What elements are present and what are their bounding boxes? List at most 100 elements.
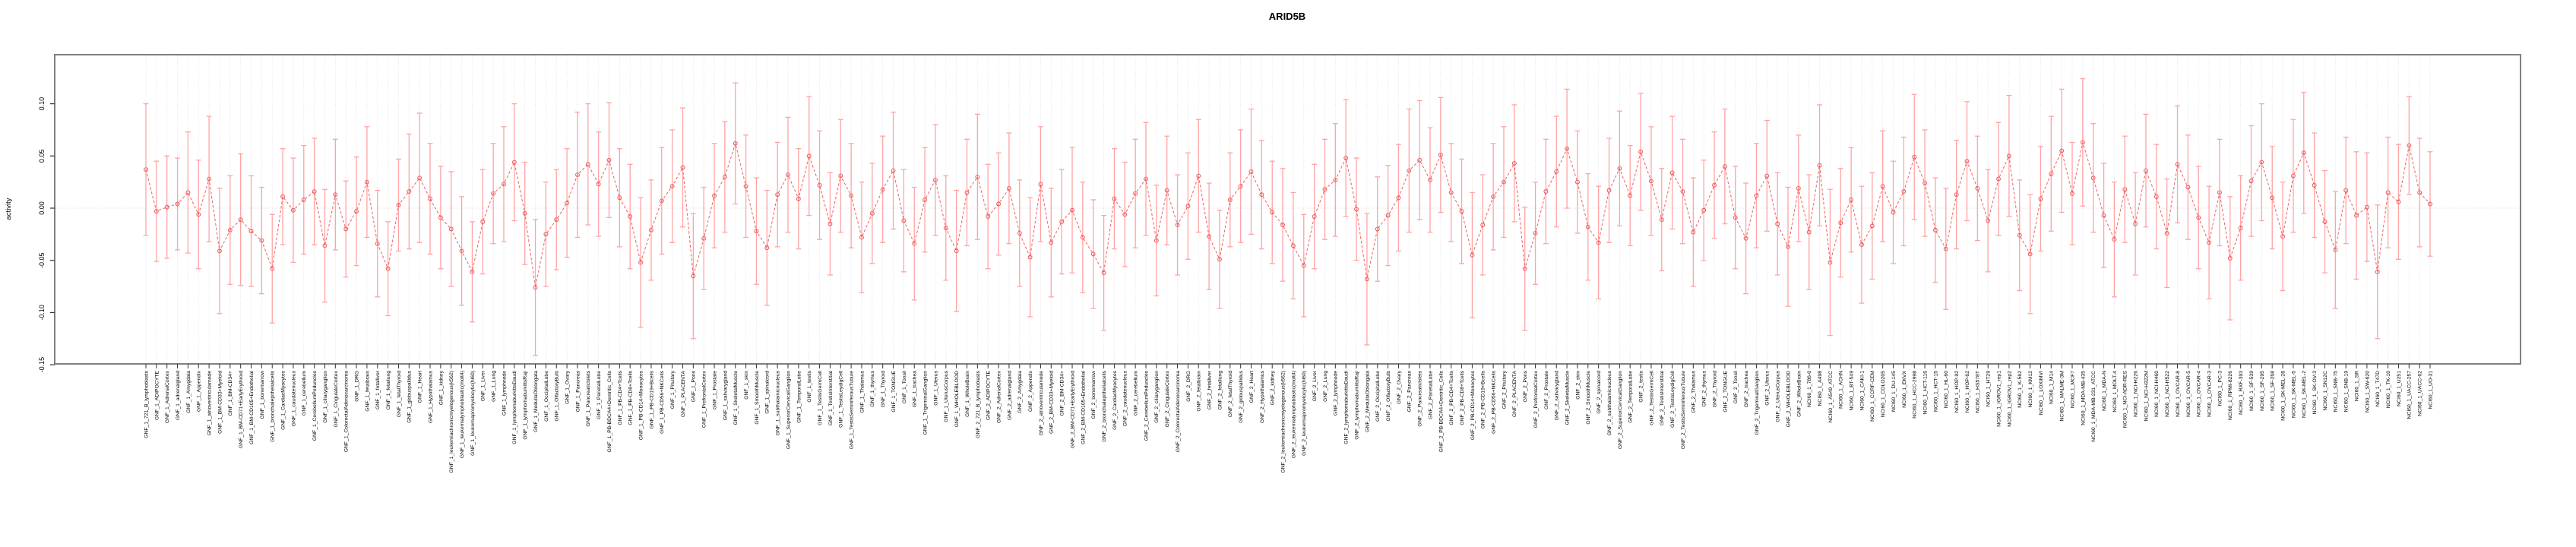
data-point bbox=[606, 157, 612, 163]
x-tick-label: GNF_1_kidney bbox=[438, 370, 444, 405]
data-point bbox=[153, 209, 159, 214]
data-point bbox=[343, 226, 349, 232]
x-tick-label: NCI60_1_HT29 bbox=[1986, 371, 1992, 406]
data-point bbox=[1185, 204, 1191, 209]
data-point bbox=[1648, 179, 1654, 184]
x-tick-label: GNF_2_lymphomaburkittsDaudi bbox=[1344, 371, 1350, 444]
data-point bbox=[2154, 194, 2159, 199]
x-tick-label: GNF_2_TestisSeminiferousTubule bbox=[1681, 371, 1686, 449]
data-point bbox=[1375, 226, 1380, 232]
x-tick-label: GNF_2_trachea bbox=[1744, 371, 1749, 408]
data-point bbox=[1923, 181, 1928, 185]
x-tick-label: GNF_2_Pancreas bbox=[1407, 370, 1413, 412]
data-point bbox=[722, 174, 727, 179]
data-point bbox=[1122, 212, 1128, 217]
x-tick-label: GNF_1_bronchialepithelialcells bbox=[271, 370, 276, 441]
x-tick-label: NCI60_1_HL-60 bbox=[1944, 371, 1949, 408]
y-tick-label: -0.15 bbox=[38, 357, 46, 373]
x-tick-label: GNF_2_AdrenalCortex bbox=[996, 370, 1002, 423]
x-tick-label: GNF_2_PrefrontalCortex bbox=[1533, 370, 1539, 428]
data-point bbox=[1796, 185, 1801, 191]
data-point bbox=[280, 194, 286, 199]
data-point bbox=[1511, 160, 1517, 166]
x-tick-label: GNF_1_OccipitalLobe bbox=[544, 371, 549, 422]
y-tick-label: -0.10 bbox=[38, 305, 46, 321]
x-tick-label: GNF_1_TestisGermCell bbox=[818, 371, 823, 425]
data-point bbox=[448, 226, 454, 232]
axis-ticks-layer bbox=[50, 103, 2431, 368]
data-point bbox=[2238, 226, 2243, 231]
x-tick-label: GNF_1_testis bbox=[807, 370, 812, 402]
data-point bbox=[1502, 179, 1506, 185]
chart-title: ARID5B bbox=[1269, 11, 1305, 22]
data-point bbox=[2248, 179, 2254, 184]
data-point bbox=[2038, 196, 2043, 201]
x-tick-label: GNF_2_fetallung bbox=[1217, 371, 1223, 410]
data-point bbox=[1470, 252, 1475, 258]
data-point bbox=[1701, 207, 1707, 213]
data-point bbox=[1786, 244, 1790, 249]
data-point bbox=[1596, 240, 1601, 245]
data-point bbox=[1986, 218, 1991, 223]
data-point bbox=[1817, 163, 1822, 168]
y-tick-label: 0.10 bbox=[38, 97, 46, 111]
data-point bbox=[596, 182, 601, 187]
data-point bbox=[1891, 210, 1896, 215]
x-tick-label: GNF_2_lymphomaburkittsRaji bbox=[1354, 371, 1359, 440]
x-tick-label: GNF_1_bonemarrow bbox=[260, 371, 265, 419]
x-tick-label: NCI60_1_T47D bbox=[2375, 371, 2381, 406]
x-tick-label: NCI60_1_MDA-MB-435 bbox=[2081, 371, 2086, 425]
x-tick-label: GNF_1_PB-CD19+Bcells bbox=[649, 370, 654, 428]
data-point bbox=[2385, 190, 2391, 195]
data-point bbox=[986, 214, 991, 219]
data-point bbox=[1448, 190, 1454, 195]
x-tick-label: GNF_2_kidney bbox=[1271, 370, 1276, 405]
data-point bbox=[1838, 220, 1843, 226]
x-tick-label: NCI60_1_MOLT-4 bbox=[2112, 371, 2118, 413]
x-tick-label: NCI60_1_IGROV1_rep2 bbox=[2007, 371, 2012, 427]
data-point bbox=[1333, 177, 1338, 182]
data-point bbox=[585, 162, 590, 167]
series-line-layer bbox=[145, 141, 2431, 288]
data-point bbox=[828, 221, 833, 226]
x-tick-label: NCI60_1_HS578T bbox=[1976, 371, 1981, 413]
data-point bbox=[2196, 215, 2201, 220]
x-tick-label: NCI60_1_NCI-ADR-RES bbox=[2123, 371, 2128, 428]
x-tick-label: GNF_1_WholeBrain bbox=[965, 371, 970, 417]
data-point bbox=[849, 193, 854, 198]
data-point bbox=[1543, 189, 1549, 194]
data-point bbox=[1828, 260, 1833, 265]
data-point bbox=[1859, 242, 1864, 248]
data-point bbox=[912, 241, 917, 246]
data-point bbox=[712, 193, 717, 198]
x-tick-label: GNF_1_trachea bbox=[913, 371, 918, 408]
x-tick-label: GNF_2_PancreaticIslets bbox=[1418, 370, 1423, 426]
x-tick-label: NCI60_1_SNB-75 bbox=[2334, 371, 2339, 413]
data-point bbox=[869, 210, 875, 216]
x-tick-label: GNF_2_OccipitalLobe bbox=[1375, 371, 1381, 422]
data-point bbox=[880, 187, 885, 192]
data-point bbox=[1080, 235, 1085, 240]
x-tick-label: GNF_1_WHOLEBLOOD bbox=[954, 371, 960, 427]
y-axis-label: activity bbox=[5, 198, 13, 220]
x-tick-label: GNF_2_Thalamus bbox=[1691, 370, 1697, 413]
data-point bbox=[1364, 277, 1369, 282]
x-tick-label: GNF_2_Pituitary bbox=[1502, 370, 1507, 409]
data-point bbox=[217, 248, 222, 254]
data-point bbox=[2428, 201, 2432, 207]
x-tick-label: GNF_2_testis bbox=[1638, 370, 1644, 402]
data-point bbox=[2354, 213, 2359, 218]
data-point bbox=[144, 167, 148, 172]
data-point bbox=[1090, 251, 1096, 257]
x-tick-label: NCI60_1_SNB-19 bbox=[2344, 371, 2350, 413]
data-point bbox=[1754, 193, 1759, 198]
data-point bbox=[680, 165, 685, 170]
x-tick-label: GNF_2_Lung bbox=[1323, 371, 1328, 402]
x-tick-label: NCI60_1_NCI-H460 bbox=[2154, 371, 2160, 417]
x-tick-label: NCI60_1_EKVX bbox=[1902, 371, 1907, 408]
x-tick-label: GNF_2_bronchialepithelialcells bbox=[1102, 370, 1107, 441]
x-tick-label: GNF_1_PLACENTA bbox=[681, 371, 686, 418]
x-tick-label: GNF_2_UterusCorpus bbox=[1776, 370, 1781, 422]
